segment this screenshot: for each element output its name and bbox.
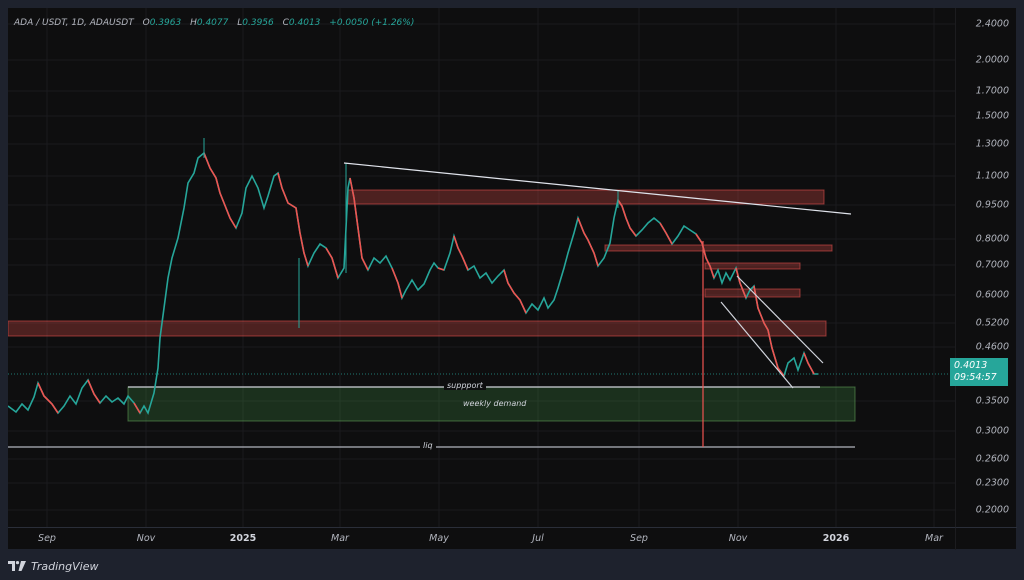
price-tick: 0.2600 — [975, 453, 1009, 465]
price-axis[interactable]: 2.4000 2.0000 1.7000 1.5000 1.3000 1.100… — [955, 8, 1017, 527]
chart-frame: ADA / USDT, 1D, ADAUSDT O0.3963 H0.4077 … — [8, 8, 1017, 550]
tradingview-logo-icon — [8, 561, 26, 571]
last-price: 0.4013 — [954, 360, 988, 371]
price-tick: 0.2000 — [975, 504, 1009, 516]
low-value: 0.3956 — [242, 18, 274, 28]
price-tick: 1.5000 — [975, 110, 1009, 122]
price-tick: 0.9500 — [975, 199, 1009, 211]
time-tick: Mar — [331, 533, 349, 544]
demand-zone — [127, 386, 856, 422]
last-price-label: 0.4013 09:54:57 — [950, 358, 1008, 386]
price-tick: 0.7000 — [975, 259, 1009, 271]
time-tick: Nov — [136, 533, 156, 544]
price-tick: 0.5200 — [975, 317, 1009, 329]
price-tick: 0.4600 — [975, 341, 1009, 353]
price-tick: 0.3000 — [975, 425, 1009, 437]
time-tick-year: 2025 — [229, 533, 257, 544]
price-tick: 1.7000 — [975, 85, 1009, 97]
price-tick: 0.2300 — [975, 477, 1009, 489]
price-tick: 0.6000 — [975, 289, 1009, 301]
high-value: 0.4077 — [196, 18, 229, 28]
price-tick: 2.4000 — [975, 18, 1009, 30]
price-tick: 0.8000 — [975, 233, 1009, 245]
footer: TradingView — [8, 557, 98, 575]
liq-label: liq — [420, 441, 436, 450]
change-value: +0.0050 (+1.26%) — [329, 18, 415, 28]
price-tick: 0.3500 — [975, 395, 1009, 407]
time-tick: May — [429, 533, 449, 544]
time-tick: Nov — [728, 533, 748, 544]
open-value: 0.3963 — [149, 18, 182, 28]
symbol-legend: ADA / USDT, 1D, ADAUSDT O0.3963 H0.4077 … — [14, 18, 415, 28]
price-tick: 1.1000 — [975, 170, 1009, 182]
time-axis[interactable]: Sep Nov 2025 Mar May Jul Sep Nov 2026 Ma… — [8, 527, 955, 550]
time-tick: Sep — [38, 533, 56, 544]
chart-plot-area[interactable]: ADA / USDT, 1D, ADAUSDT O0.3963 H0.4077 … — [8, 8, 955, 527]
support-label: suppport — [444, 381, 486, 390]
time-tick-year: 2026 — [822, 533, 850, 544]
price-tick: 2.0000 — [975, 54, 1009, 66]
candlestick-chart — [8, 8, 955, 527]
time-tick: Mar — [925, 533, 943, 544]
symbol-name: ADA / USDT, 1D, ADAUSDT — [14, 18, 134, 28]
price-tick: 1.3000 — [975, 138, 1009, 150]
weekly-demand-label: weekly demand — [463, 399, 527, 408]
axis-corner — [955, 527, 1017, 550]
time-tick: Jul — [532, 533, 544, 544]
bar-countdown: 09:54:57 — [954, 372, 997, 383]
tradingview-brand: TradingView — [31, 559, 99, 573]
time-tick: Sep — [630, 533, 648, 544]
close-value: 0.4013 — [288, 18, 321, 28]
